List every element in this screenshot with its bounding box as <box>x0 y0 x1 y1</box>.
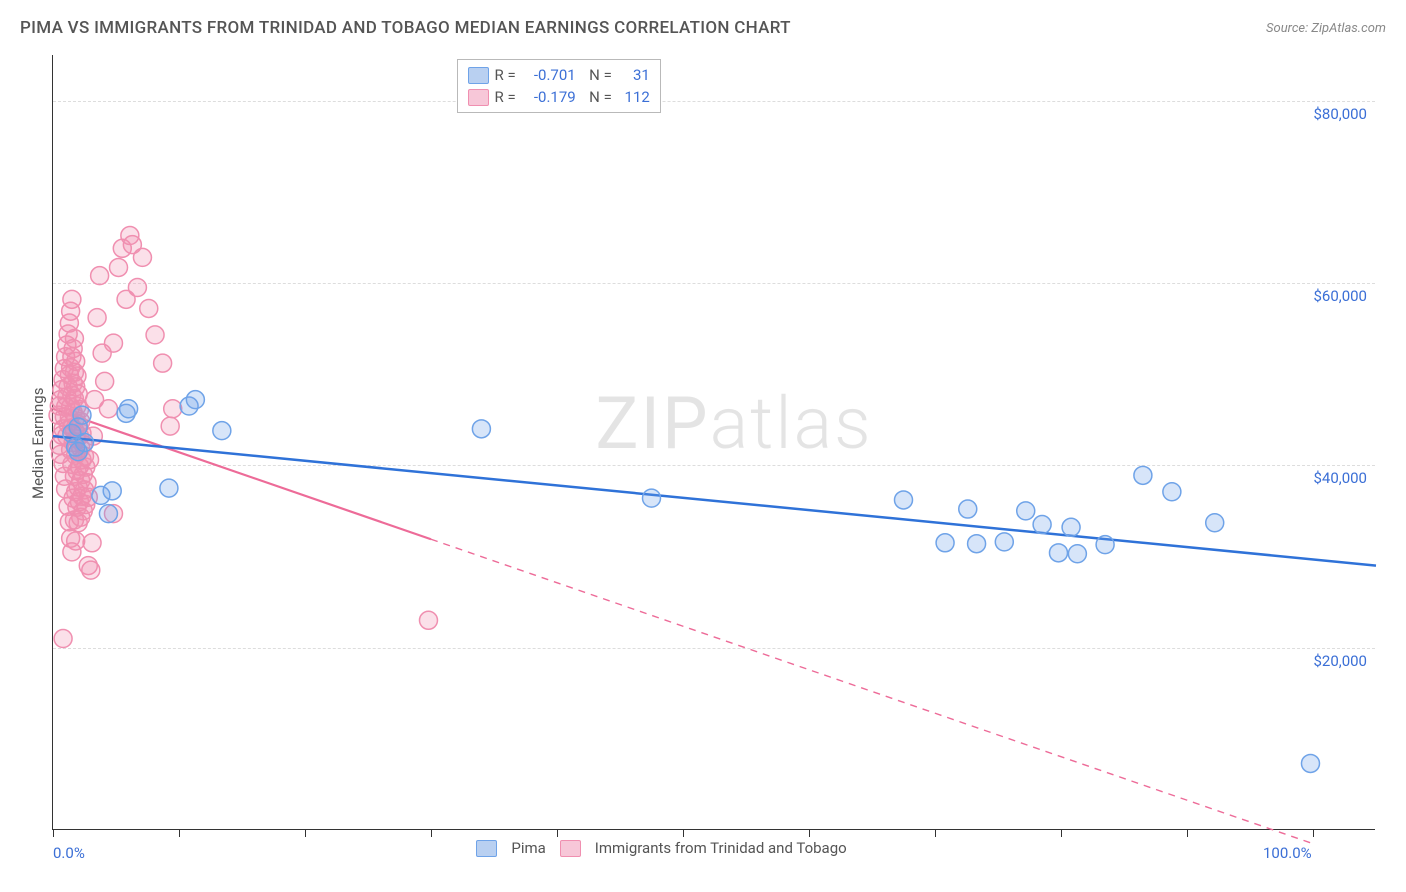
header: PIMA VS IMMIGRANTS FROM TRINIDAD AND TOB… <box>20 18 1386 38</box>
data-point <box>1062 518 1080 536</box>
data-point <box>186 391 204 409</box>
x-tick <box>305 829 306 837</box>
data-point <box>110 258 128 276</box>
data-point <box>1134 466 1152 484</box>
data-point <box>1068 545 1086 563</box>
legend-r-value: -0.179 <box>522 88 576 106</box>
x-tick <box>557 829 558 837</box>
legend-swatch <box>476 840 497 857</box>
data-point <box>103 482 121 500</box>
data-point <box>76 434 94 452</box>
data-point <box>96 372 114 390</box>
y-axis-label: Median Earnings <box>29 387 47 498</box>
data-point <box>79 557 97 575</box>
data-point <box>164 400 182 418</box>
plot-svg <box>53 55 1376 830</box>
legend-r-value: -0.701 <box>522 66 576 84</box>
data-point <box>65 330 83 348</box>
data-point <box>146 326 164 344</box>
x-tick-label: 100.0% <box>1263 844 1312 862</box>
trend-line <box>53 436 1376 565</box>
series-legend: Pima Immigrants from Trinidad and Tobago <box>476 839 846 857</box>
x-tick <box>179 829 180 837</box>
data-point <box>128 279 146 297</box>
source-label: Source: ZipAtlas.com <box>1266 21 1386 36</box>
data-point <box>99 505 117 523</box>
legend-r-label: R = <box>495 88 516 106</box>
data-point <box>1163 483 1181 501</box>
data-point <box>73 406 91 424</box>
x-tick <box>935 829 936 837</box>
data-point <box>161 417 179 435</box>
data-point <box>140 299 158 317</box>
data-point <box>1049 544 1067 562</box>
data-point <box>99 400 117 418</box>
data-point <box>995 533 1013 551</box>
legend-row: R = -0.701 N = 31 <box>468 64 650 86</box>
x-tick <box>809 829 810 837</box>
data-point <box>63 290 81 308</box>
scatter-plot: $20,000$40,000$60,000$80,0000.0%100.0%Me… <box>52 55 1375 830</box>
data-point <box>104 334 122 352</box>
x-tick <box>431 829 432 837</box>
data-point <box>67 532 85 550</box>
data-point <box>895 491 913 509</box>
trend-line-ext <box>431 539 1313 843</box>
data-point <box>936 534 954 552</box>
data-point <box>1033 516 1051 534</box>
data-point <box>1017 502 1035 520</box>
data-point <box>133 248 151 266</box>
data-point <box>54 630 72 648</box>
legend-swatch <box>468 89 489 106</box>
data-point <box>91 267 109 285</box>
data-point <box>154 354 172 372</box>
x-tick <box>1061 829 1062 837</box>
legend-swatch <box>560 840 581 857</box>
data-point <box>959 500 977 518</box>
data-point <box>1096 536 1114 554</box>
legend-r-label: R = <box>495 66 516 84</box>
legend-n-value: 112 <box>618 88 650 106</box>
data-point <box>1206 514 1224 532</box>
data-point <box>1301 754 1319 772</box>
legend-n-value: 31 <box>618 66 650 84</box>
x-tick <box>1187 829 1188 837</box>
data-point <box>160 479 178 497</box>
data-point <box>968 535 986 553</box>
x-tick-label: 0.0% <box>53 844 85 862</box>
data-point <box>213 422 231 440</box>
data-point <box>643 489 661 507</box>
correlation-legend: R = -0.701 N = 31 R = -0.179 N = 112 <box>457 59 661 113</box>
data-point <box>83 534 101 552</box>
x-tick <box>53 829 54 837</box>
data-point <box>472 420 490 438</box>
legend-n-label: N = <box>582 66 612 84</box>
data-point <box>88 309 106 327</box>
legend-series-label: Immigrants from Trinidad and Tobago <box>595 839 847 857</box>
chart-title: PIMA VS IMMIGRANTS FROM TRINIDAD AND TOB… <box>20 18 791 38</box>
legend-swatch <box>468 67 489 84</box>
legend-row: R = -0.179 N = 112 <box>468 86 650 108</box>
x-tick <box>683 829 684 837</box>
x-tick <box>1313 829 1314 837</box>
data-point <box>419 611 437 629</box>
legend-series-label: Pima <box>511 839 545 857</box>
legend-n-label: N = <box>582 88 612 106</box>
data-point <box>68 367 86 385</box>
data-point <box>120 400 138 418</box>
